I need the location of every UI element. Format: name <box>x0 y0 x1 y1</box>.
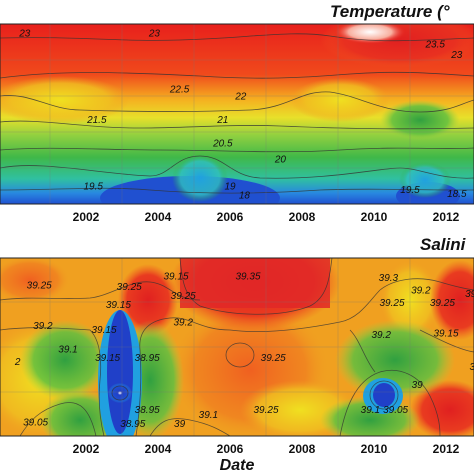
contour-label: 19.5 <box>400 185 420 196</box>
contour-label: 39.25 <box>27 280 52 291</box>
salinity-red-blob <box>0 258 70 304</box>
contour-label: 19.5 <box>83 182 103 193</box>
contour-label: 39.15 <box>106 300 131 311</box>
x-tick-label: 2004 <box>145 442 172 456</box>
contour-label: 20 <box>274 155 287 166</box>
contour-label: 39.15 <box>91 325 116 336</box>
salinity-green-blob <box>335 320 455 400</box>
contour-label: 39 <box>174 419 186 430</box>
x-tick-label: 2006 <box>217 210 244 224</box>
contour-label: 22 <box>234 92 247 103</box>
contour-label: 39.3 <box>379 273 399 284</box>
salinity-high-blob <box>180 258 330 308</box>
salinity-title: Salini <box>420 235 467 254</box>
x-tick-label: 2012 <box>433 210 460 224</box>
salinity-x-ticks: 2002 2004 2006 2008 2010 2012 <box>73 442 460 456</box>
contour-label: 23 <box>148 29 161 40</box>
contour-label: 39.2 <box>411 286 431 297</box>
contour-label: 22.5 <box>169 84 190 95</box>
contour-label: 39.1 <box>199 410 218 421</box>
contour-label: 39.1 <box>58 344 77 355</box>
temperature-cold-blob <box>172 154 228 202</box>
salinity-grid <box>0 258 474 436</box>
contour-label: 38.95 <box>135 353 160 364</box>
contour-label: 21.5 <box>86 115 107 126</box>
contour-label: 39 <box>412 380 424 391</box>
temperature-contours <box>0 33 474 194</box>
contour-label: 39.25 <box>253 405 278 416</box>
x-tick-label: 2012 <box>433 442 460 456</box>
contour-label: 39.25 <box>117 282 142 293</box>
x-tick-label: 2008 <box>289 210 316 224</box>
contour-label: 39.2 <box>173 318 193 329</box>
contour-label: 39.15 <box>95 353 120 364</box>
contour-label: 39.35 <box>235 271 260 282</box>
contour-label: 18 <box>239 191 251 202</box>
x-tick-label: 2010 <box>361 442 388 456</box>
salinity-frame <box>0 257 474 437</box>
contour-label: 39.15 <box>469 362 474 373</box>
contour-label: 39.25 <box>261 353 286 364</box>
contour-label: 23 <box>450 50 463 61</box>
contour-label: 39.1 <box>361 405 380 416</box>
x-tick-label: 2002 <box>73 442 100 456</box>
temperature-warm-blob <box>0 76 130 124</box>
x-tick-label: 2004 <box>145 210 172 224</box>
x-tick-label: 2006 <box>217 442 244 456</box>
contour-label: 39.2 <box>371 330 391 341</box>
contour-label: 39.25 <box>379 298 404 309</box>
temperature-cold-blob <box>399 162 451 198</box>
contour-label: 23 <box>18 29 31 40</box>
contour-label: 21 <box>216 115 228 126</box>
contour-label: 20.5 <box>212 138 233 149</box>
contour-label: 23.5 <box>424 39 445 50</box>
temperature-green-blob <box>380 100 460 140</box>
contour-label: 19 <box>224 182 236 193</box>
temperature-frame <box>0 23 474 205</box>
contour-label: 39.05 <box>23 417 48 428</box>
x-tick-label: 2010 <box>361 210 388 224</box>
contour-label: 39.25 <box>430 298 455 309</box>
temperature-grid <box>0 24 474 204</box>
contour-label: 39.2 <box>465 289 474 300</box>
salinity-x-axis-label: Date <box>220 457 255 474</box>
contour-label: 39.25 <box>171 291 196 302</box>
contour-label: 39.2 <box>33 321 53 332</box>
salinity-low-blob <box>107 310 133 434</box>
temperature-title: Temperature (° <box>330 2 450 21</box>
salinity-low-blob <box>373 383 395 407</box>
contour-label: 18.5 <box>447 189 467 200</box>
contour-label: 38.95 <box>135 405 160 416</box>
contour-label: 2 <box>14 357 21 368</box>
x-tick-label: 2002 <box>73 210 100 224</box>
salinity-green-blob <box>20 320 110 400</box>
salinity-red-blob <box>430 260 474 340</box>
salinity-red-blob <box>118 264 178 336</box>
x-tick-label: 2008 <box>289 442 316 456</box>
contour-label: 39.15 <box>163 271 188 282</box>
temperature-x-ticks: 2002 2004 2006 2008 2010 2012 <box>73 210 460 224</box>
temperature-warm-blob <box>290 78 390 122</box>
contour-label: 38.95 <box>120 419 145 430</box>
contour-label: 39.15 <box>433 328 458 339</box>
contour-label: 39.05 <box>383 405 408 416</box>
salinity-contours <box>0 258 474 436</box>
